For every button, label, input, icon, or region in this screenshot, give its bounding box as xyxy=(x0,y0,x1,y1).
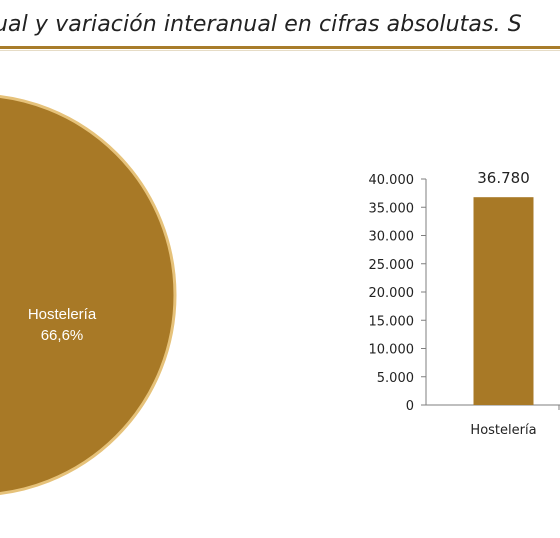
y-tick-label: 25.000 xyxy=(369,258,415,273)
bar-hosteler-a xyxy=(473,197,534,405)
pie-slice-percent: 66,6% xyxy=(41,327,84,344)
y-tick-label: 15.000 xyxy=(369,314,415,329)
y-tick-label: 5.000 xyxy=(377,371,414,386)
y-tick-label: 10.000 xyxy=(369,343,415,358)
bar-value-label: 36.780 xyxy=(477,169,530,187)
y-tick-label: 40.000 xyxy=(369,173,415,188)
y-tick-label: 35.000 xyxy=(369,201,415,216)
y-tick-label: 20.000 xyxy=(369,286,415,301)
pie-chart: Hostelería 66,6% xyxy=(0,95,177,495)
y-tick-label: 0 xyxy=(406,399,414,414)
title-rule-thin xyxy=(0,50,560,51)
x-category-label: Hostelería xyxy=(470,423,536,438)
title-rule xyxy=(0,46,560,49)
pie-slice-hosteleria xyxy=(0,95,177,495)
y-tick-label: 30.000 xyxy=(369,230,415,245)
pie-slice-label: Hostelería xyxy=(28,306,97,323)
bar-chart: 0 5.000 10.000 15.000 20.000 25.000 30.000 35.0… xyxy=(369,169,560,438)
page-title: ual y variación interanual en cifras abs… xyxy=(0,12,522,37)
